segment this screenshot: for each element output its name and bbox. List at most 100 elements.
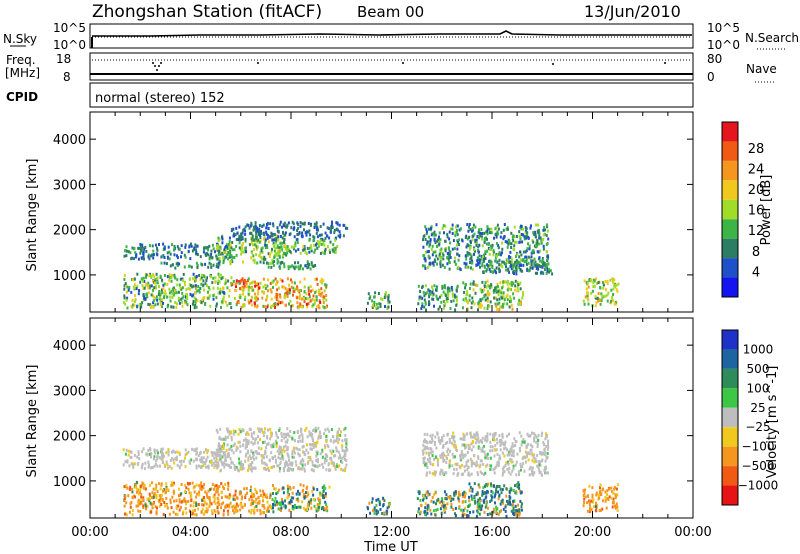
power-data-layer xyxy=(123,220,620,312)
echo-cell xyxy=(241,495,244,499)
echo-cell xyxy=(245,487,248,490)
echo-cell xyxy=(538,228,540,232)
echo-cell xyxy=(427,255,430,258)
echo-cell xyxy=(171,263,174,267)
echo-cell xyxy=(315,289,318,293)
echo-cell xyxy=(229,501,232,505)
echo-cell xyxy=(533,439,536,443)
echo-cell xyxy=(279,278,282,282)
echo-cell xyxy=(464,283,467,287)
echo-cell xyxy=(468,482,471,486)
echo-cell xyxy=(276,226,279,230)
echo-cell xyxy=(507,451,510,455)
echo-cell xyxy=(506,240,509,244)
echo-cell xyxy=(510,246,513,249)
echo-cell xyxy=(542,233,545,237)
echo-cell xyxy=(539,236,542,240)
echo-cell xyxy=(255,282,258,286)
echo-cell xyxy=(386,510,389,514)
echo-cell xyxy=(470,442,473,446)
echo-cell xyxy=(208,244,211,248)
echo-cell xyxy=(169,498,172,502)
echo-cell xyxy=(448,459,451,463)
echo-cell xyxy=(325,434,328,438)
echo-cell xyxy=(468,225,470,229)
echo-cell xyxy=(283,449,286,453)
echo-cell xyxy=(326,427,329,431)
echo-cell xyxy=(445,455,448,458)
echo-cell xyxy=(175,305,178,309)
echo-cell xyxy=(315,224,318,228)
echo-cell xyxy=(472,510,475,514)
echo-cell xyxy=(535,435,538,439)
echo-cell xyxy=(270,505,272,509)
echo-cell xyxy=(244,229,246,233)
echo-cell xyxy=(216,490,219,494)
echo-cell xyxy=(446,255,449,259)
echo-cell xyxy=(425,451,428,455)
echo-cell xyxy=(247,464,250,468)
echo-cell xyxy=(156,302,159,306)
echo-cell xyxy=(470,434,472,438)
echo-cell xyxy=(209,488,212,492)
echo-cell xyxy=(221,241,224,245)
echo-cell xyxy=(511,283,513,287)
echo-cell xyxy=(450,503,453,507)
echo-cell xyxy=(296,296,299,300)
echo-cell xyxy=(170,305,173,309)
echo-cell xyxy=(422,235,425,239)
echo-cell xyxy=(140,256,143,260)
echo-cell xyxy=(185,500,188,504)
echo-cell xyxy=(303,228,305,232)
echo-cell xyxy=(485,464,488,468)
echo-cell xyxy=(280,506,283,510)
echo-cell xyxy=(324,428,327,432)
echo-cell xyxy=(194,291,196,295)
freq-dip xyxy=(156,69,158,71)
echo-cell xyxy=(250,495,252,499)
echo-cell xyxy=(486,463,489,467)
echo-cell xyxy=(424,259,427,263)
echo-cell xyxy=(152,279,154,283)
echo-cell xyxy=(253,431,255,435)
echo-cell xyxy=(223,465,226,469)
echo-cell xyxy=(279,234,282,238)
echo-cell xyxy=(304,231,307,235)
echo-cell xyxy=(189,504,192,508)
echo-cell xyxy=(286,288,289,292)
echo-cell xyxy=(212,263,215,267)
echo-cell xyxy=(254,500,257,504)
echo-cell xyxy=(444,249,447,253)
echo-cell xyxy=(203,496,205,499)
echo-cell xyxy=(230,438,233,442)
echo-cell xyxy=(286,446,289,449)
echo-cell xyxy=(149,452,151,456)
echo-cell xyxy=(299,224,302,228)
echo-cell xyxy=(472,280,475,284)
echo-cell xyxy=(168,512,171,516)
echo-cell xyxy=(468,298,471,302)
echo-cell xyxy=(178,298,181,302)
echo-cell xyxy=(283,265,286,269)
echo-cell xyxy=(171,292,174,296)
echo-cell xyxy=(417,284,420,288)
echo-cell xyxy=(515,263,518,267)
echo-cell xyxy=(506,499,509,503)
colorbar-segment xyxy=(722,160,738,181)
echo-cell xyxy=(319,225,322,228)
echo-cell xyxy=(442,459,445,463)
echo-cell xyxy=(152,253,155,257)
echo-cell xyxy=(202,456,205,460)
echo-cell xyxy=(141,464,144,468)
echo-cell xyxy=(481,244,484,248)
echo-cell xyxy=(307,451,310,455)
echo-cell xyxy=(594,304,597,308)
echo-cell xyxy=(469,431,472,435)
echo-cell xyxy=(308,442,311,446)
beam-label: Beam 00 xyxy=(357,3,424,21)
echo-cell xyxy=(181,512,184,516)
echo-cell xyxy=(180,244,183,248)
echo-cell xyxy=(144,503,147,507)
echo-cell xyxy=(126,285,129,289)
echo-cell xyxy=(281,454,284,458)
